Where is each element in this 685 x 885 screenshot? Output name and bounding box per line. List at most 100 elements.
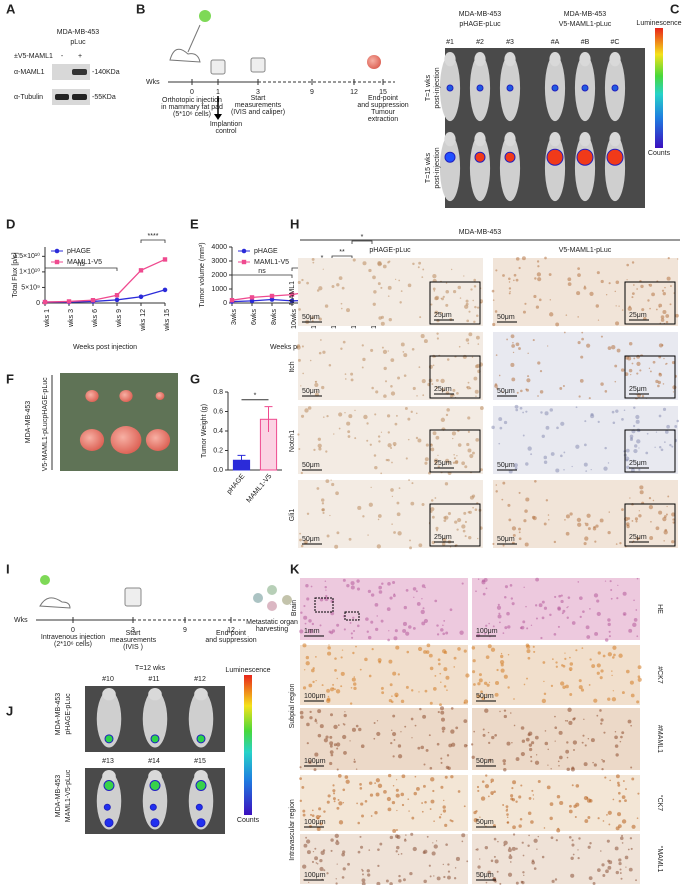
texture: [353, 758, 356, 761]
label: -140KDa: [92, 69, 120, 76]
texture: [635, 419, 640, 424]
texture: [518, 531, 521, 534]
texture: [610, 597, 613, 600]
texture: [420, 334, 425, 339]
texture: [466, 744, 468, 747]
texture: [534, 480, 537, 483]
texture: [318, 807, 322, 811]
texture: [508, 855, 513, 860]
texture: [615, 543, 618, 545]
texture: [445, 843, 448, 846]
icon: [124, 587, 142, 607]
label: Itch: [289, 361, 296, 372]
texture: [646, 432, 649, 435]
texture: [391, 461, 393, 464]
scale-label: 50μm: [476, 819, 494, 826]
legend-label: pHAGE: [254, 248, 278, 255]
texture: [612, 645, 617, 650]
texture: [475, 437, 480, 442]
texture: [421, 379, 426, 384]
label: °CK7: [656, 795, 664, 812]
texture: [510, 334, 515, 339]
texture: [671, 445, 674, 448]
texture: [621, 309, 624, 311]
texture: [584, 420, 587, 423]
texture: [525, 497, 530, 502]
texture: [597, 868, 601, 872]
texture: [601, 758, 603, 761]
texture: [304, 408, 309, 413]
texture: [565, 684, 569, 689]
texture: [459, 630, 464, 635]
texture: [408, 479, 410, 481]
texture: [627, 719, 632, 724]
texture: [456, 528, 459, 531]
texture: [308, 628, 313, 634]
texture: [439, 672, 442, 675]
texture: [419, 707, 422, 711]
texture: [490, 791, 494, 795]
texture: [401, 774, 406, 779]
signal: [581, 84, 589, 92]
texture: [518, 491, 521, 494]
texture: [374, 413, 377, 416]
texture: [585, 522, 589, 527]
scale-label: 50μm: [476, 758, 494, 765]
texture: [397, 744, 402, 748]
texture: [666, 276, 671, 281]
texture: [442, 537, 447, 542]
point: [162, 257, 168, 262]
texture: [344, 711, 346, 713]
texture: [435, 435, 440, 440]
texture: [615, 321, 620, 326]
texture: [425, 650, 430, 654]
texture: [359, 787, 363, 790]
point: [269, 297, 275, 302]
texture: [588, 397, 591, 400]
texture: [578, 685, 583, 690]
texture: [463, 701, 466, 704]
texture: [507, 848, 512, 853]
texture: [451, 431, 456, 436]
texture: [357, 505, 362, 510]
texture: [639, 485, 644, 490]
texture: [564, 652, 566, 654]
texture: [541, 434, 545, 438]
micrograph: [300, 834, 468, 884]
texture: [608, 282, 611, 285]
texture: [338, 801, 343, 806]
texture: [344, 378, 347, 380]
texture: [587, 527, 591, 531]
x-tick-label: 8wks: [271, 309, 278, 325]
texture: [395, 414, 398, 417]
y-tick-label: 3000: [211, 258, 227, 265]
texture: [386, 414, 391, 418]
texture: [479, 872, 481, 874]
texture: [586, 796, 589, 799]
texture: [350, 372, 354, 376]
texture: [308, 619, 312, 623]
texture: [463, 744, 468, 748]
texture: [527, 375, 530, 378]
texture: [387, 773, 392, 778]
texture: [594, 632, 599, 636]
texture: [666, 424, 670, 429]
texture: [532, 516, 537, 521]
texture: [543, 460, 548, 464]
texture: [614, 290, 617, 293]
texture: [506, 821, 510, 824]
texture: [461, 582, 464, 585]
label: 1: [216, 89, 220, 96]
texture: [466, 319, 470, 323]
texture: [645, 451, 649, 455]
texture: [571, 839, 574, 842]
label: measurements: [110, 637, 157, 644]
texture: [494, 880, 497, 883]
texture: [457, 790, 461, 793]
texture: [649, 370, 652, 373]
texture: [586, 798, 592, 803]
texture: [335, 840, 340, 846]
texture: [518, 347, 521, 350]
photo: [60, 373, 178, 471]
texture: [467, 511, 470, 514]
